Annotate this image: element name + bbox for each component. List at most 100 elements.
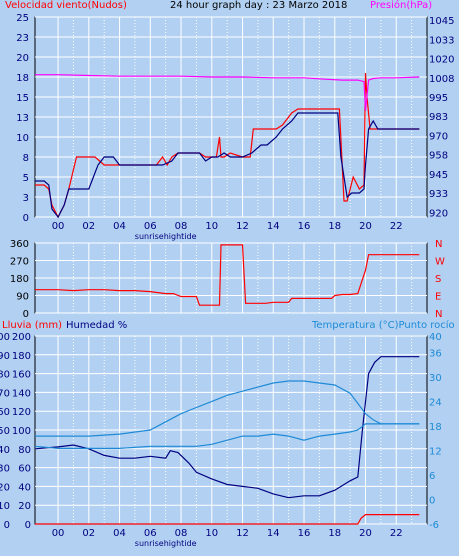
humidity-tick-label: 100	[12, 426, 31, 437]
x-tick-label: 20	[359, 528, 372, 539]
pressure-tick-label: 958	[429, 151, 448, 162]
direction-tick-label: 0	[23, 309, 29, 320]
rain-tick-label: 80	[0, 370, 10, 381]
compass-tick-label: N	[435, 309, 442, 320]
rain-tick-label: 70	[0, 388, 10, 399]
rain-tick-label: 100	[0, 332, 10, 343]
rain-tick-label: 40	[0, 445, 10, 456]
chart-title: 24 hour graph day : 23 Marzo 2018	[170, 0, 348, 11]
wind-tick-label: 25	[16, 13, 29, 24]
rain-tick-label: 20	[0, 482, 10, 493]
x-tick-label: 18	[328, 528, 341, 539]
temperature-tick-label: 0	[429, 495, 435, 506]
rain-tick-label: 50	[0, 426, 10, 437]
pressure-tick-label: 970	[429, 131, 448, 142]
series-wind	[35, 72, 420, 219]
humidity-tick-label: 120	[12, 407, 31, 418]
pressure-tick-label: 995	[429, 93, 448, 104]
pressure-axis-label: Presión(hPa)	[370, 0, 433, 11]
x-tick-label: 02	[82, 221, 95, 232]
direction-tick-label: 180	[10, 274, 29, 285]
direction-tick-label: 360	[10, 239, 29, 250]
series-punto-rocío	[34, 423, 420, 449]
x-tick-label: 02	[82, 528, 95, 539]
humidity-tick-label: 140	[12, 388, 31, 399]
x-tick-label: 08	[175, 221, 188, 232]
direction-tick-label: 90	[16, 292, 29, 303]
x-tick-label: 16	[298, 528, 311, 539]
wind-axis-label: Velocidad viento(Nudos)	[5, 0, 127, 11]
humidity-tick-label: 20	[18, 501, 31, 512]
sunrise-hightide-marker: sunrisehightide	[135, 539, 197, 548]
compass-tick-label: W	[435, 257, 445, 268]
temperature-tick-label: 30	[429, 373, 442, 384]
x-tick-label: 20	[359, 221, 372, 232]
series-direction	[35, 244, 420, 306]
series-gust	[35, 112, 420, 219]
humidity-tick-label: 160	[12, 370, 31, 381]
sunrise-hightide-marker: sunrisehightide	[135, 232, 197, 241]
wind-tick-label: 10	[16, 133, 29, 144]
x-tick-label: 22	[390, 528, 403, 539]
rain-tick-label: 60	[0, 407, 10, 418]
rain-axis-label: Lluvia (mm)	[2, 320, 62, 331]
humidity-tick-label: 0	[25, 520, 31, 531]
x-tick-label: 16	[298, 221, 311, 232]
wind-tick-label: 3	[23, 193, 29, 204]
humidity-tick-label: 60	[18, 464, 31, 475]
rain-tick-label: 10	[0, 501, 10, 512]
x-tick-label: 00	[52, 221, 65, 232]
pressure-tick-label: 1020	[429, 55, 454, 66]
x-tick-label: 04	[113, 221, 126, 232]
series-temperatura	[35, 380, 420, 437]
wind-tick-label: 0	[23, 213, 29, 224]
humidity-tick-label: 40	[18, 482, 31, 493]
wind-tick-label: 8	[23, 153, 29, 164]
wind-tick-label: 5	[23, 173, 29, 184]
series-pressure	[35, 74, 420, 111]
pressure-tick-label: 1045	[429, 16, 454, 27]
x-tick-label: 14	[267, 221, 280, 232]
x-tick-label: 22	[390, 221, 403, 232]
humidity-tick-label: 180	[12, 351, 31, 362]
temperature-tick-label: -6	[429, 520, 439, 531]
x-tick-label: 00	[52, 528, 65, 539]
x-tick-label: 10	[205, 221, 218, 232]
x-tick-label: 06	[144, 528, 157, 539]
wind-tick-label: 15	[16, 93, 29, 104]
x-tick-label: 14	[267, 528, 280, 539]
direction-tick-label: 270	[10, 257, 29, 268]
compass-tick-label: N	[435, 239, 442, 250]
compass-tick-label: E	[435, 292, 441, 303]
temperature-tick-label: 6	[429, 471, 435, 482]
x-tick-label: 12	[236, 528, 249, 539]
rain-tick-label: 90	[0, 351, 10, 362]
temperature-tick-label: 12	[429, 446, 442, 457]
x-tick-label: 10	[205, 528, 218, 539]
series-lluvia	[35, 513, 420, 525]
temperature-tick-label: 18	[429, 422, 442, 433]
humidity-tick-label: 80	[18, 445, 31, 456]
wind-tick-label: 18	[16, 73, 29, 84]
wind-tick-label: 13	[16, 113, 29, 124]
x-tick-label: 12	[236, 221, 249, 232]
temperature-axis-label: Temperatura (°C)Punto rocío	[312, 320, 455, 331]
series-humedad	[34, 356, 420, 499]
temperature-tick-label: 40	[429, 332, 442, 343]
temperature-tick-label: 24	[429, 397, 442, 408]
x-tick-label: 04	[113, 528, 126, 539]
compass-tick-label: S	[435, 274, 441, 285]
humidity-tick-label: 200	[12, 332, 31, 343]
wind-tick-label: 23	[16, 33, 29, 44]
rain-tick-label: 30	[0, 464, 10, 475]
humidity-axis-label: Humedad %	[66, 320, 128, 331]
pressure-tick-label: 945	[429, 170, 448, 181]
rain-tick-label: 0	[4, 520, 10, 531]
wind-tick-label: 20	[16, 53, 29, 64]
temperature-tick-label: 36	[429, 348, 442, 359]
pressure-tick-label: 1008	[429, 74, 454, 85]
pressure-tick-label: 920	[429, 208, 448, 219]
pressure-tick-label: 1033	[429, 35, 454, 46]
